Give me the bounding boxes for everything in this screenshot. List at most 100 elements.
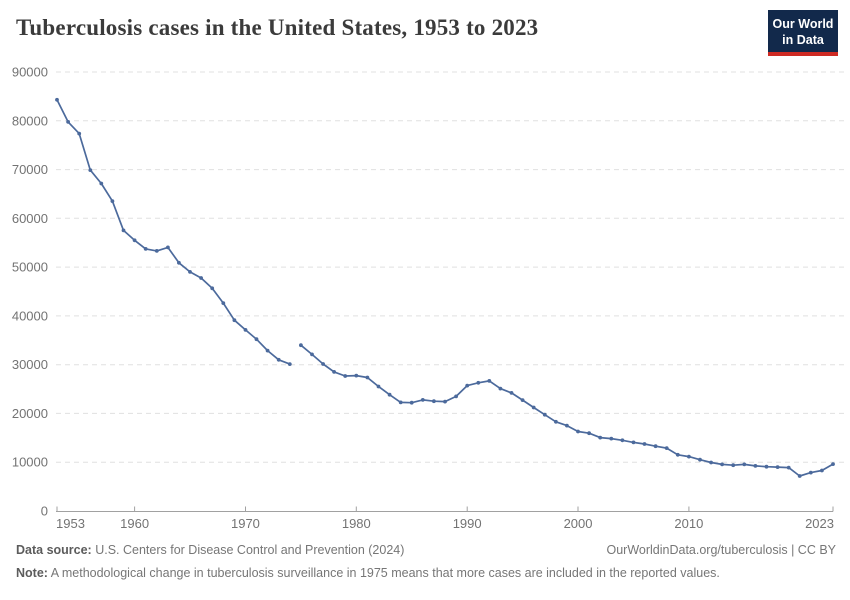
x-tick-label: 1970 (231, 516, 260, 531)
data-point (443, 399, 447, 404)
data-point (642, 442, 647, 446)
data-source-label: Data source: (16, 543, 92, 557)
series-line (56, 98, 291, 365)
data-point (254, 337, 259, 342)
y-axis-label: 0 (41, 504, 48, 519)
data-point (631, 440, 636, 445)
data-point (675, 452, 680, 457)
data-point (420, 398, 425, 402)
owid-logo-line1: Our World (772, 17, 834, 31)
data-point (166, 245, 170, 250)
data-point (299, 343, 303, 348)
data-point (66, 120, 70, 124)
data-point (731, 463, 736, 468)
data-point (199, 276, 204, 280)
data-point (598, 435, 603, 440)
data-point (498, 386, 503, 391)
note-label: Note: (16, 566, 48, 581)
data-point (321, 362, 325, 366)
data-point (576, 429, 580, 434)
data-point (55, 97, 59, 102)
data-point (808, 470, 813, 475)
data-point (786, 465, 791, 470)
data-point (121, 228, 126, 233)
data-point (820, 468, 824, 473)
data-point (398, 400, 403, 405)
data-point (265, 348, 270, 353)
data-point (620, 438, 625, 443)
chart-footer: Data source: U.S. Centers for Disease Co… (16, 541, 836, 582)
data-point (221, 301, 226, 305)
data-point (542, 412, 547, 417)
data-point (664, 446, 669, 450)
data-point (797, 474, 802, 478)
data-point (565, 423, 569, 428)
data-point (387, 392, 392, 397)
data-point (232, 318, 237, 323)
data-point (587, 431, 591, 436)
data-point (287, 362, 292, 366)
data-source: Data source: U.S. Centers for Disease Co… (16, 541, 404, 559)
data-point (509, 391, 514, 395)
data-point (88, 168, 93, 173)
note-text: A methodological change in tuberculosis … (47, 566, 720, 581)
data-point (476, 380, 481, 385)
data-point (376, 384, 381, 389)
data-point (764, 464, 769, 469)
data-point (210, 286, 215, 291)
data-point (310, 352, 314, 357)
data-point (720, 462, 724, 467)
y-axis-label: 80000 (12, 113, 48, 128)
data-point (753, 464, 758, 468)
data-point (487, 379, 492, 383)
data-point (698, 457, 702, 462)
data-point (110, 199, 115, 204)
data-point (432, 399, 436, 404)
x-tick-label: 2023 (805, 516, 834, 531)
y-axis-label: 10000 (12, 455, 48, 470)
data-point (653, 444, 658, 449)
x-tick-label: 1990 (453, 516, 482, 531)
y-axis-label: 90000 (12, 65, 48, 80)
x-tick-label: 1960 (120, 516, 149, 531)
y-axis-label: 40000 (12, 308, 48, 323)
data-point (77, 131, 82, 136)
data-point (554, 419, 558, 424)
x-tick-label: 2000 (564, 516, 593, 531)
data-point (775, 465, 780, 469)
x-tick-label: 1953 (56, 516, 85, 531)
page-title: Tuberculosis cases in the United States,… (16, 15, 539, 40)
x-tick-label: 2010 (674, 516, 703, 531)
data-point (343, 374, 348, 378)
y-axis-label: 70000 (12, 162, 48, 177)
data-point (465, 383, 470, 388)
data-point (520, 398, 525, 402)
data-point (531, 405, 536, 410)
y-axis-label: 50000 (12, 260, 48, 275)
data-point (365, 375, 370, 380)
data-source-text: U.S. Centers for Disease Control and Pre… (91, 543, 405, 557)
owid-logo-line2: in Data (782, 33, 824, 47)
data-point (709, 460, 713, 465)
data-point (243, 328, 248, 332)
y-axis-label: 30000 (12, 357, 48, 372)
data-point (831, 462, 835, 466)
data-point (188, 270, 192, 274)
data-point (332, 370, 336, 374)
data-point (143, 247, 148, 251)
data-point (609, 436, 614, 441)
data-point (687, 454, 691, 459)
owid-logo: Our World in Data (768, 10, 838, 56)
data-point (132, 238, 137, 243)
x-tick-label: 1980 (342, 516, 371, 531)
data-point (454, 394, 458, 399)
data-point (409, 400, 414, 405)
data-point (177, 260, 181, 265)
y-axis-label: 20000 (12, 406, 48, 421)
attribution-link[interactable]: OurWorldinData.org/tuberculosis | CC BY (606, 543, 837, 557)
chart-note: Note: A methodological change in tubercu… (16, 564, 836, 582)
y-axis-label: 60000 (12, 211, 48, 226)
data-point (99, 181, 104, 186)
